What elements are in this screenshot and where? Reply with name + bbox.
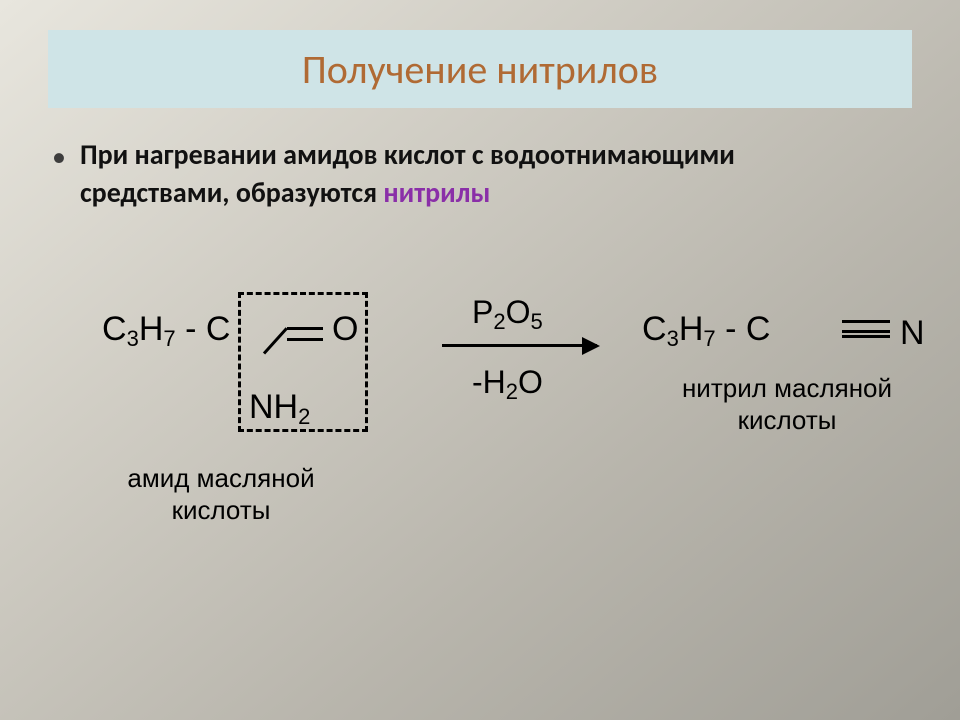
bullet-text: При нагревании амидов кислот с водоотним… xyxy=(80,136,752,212)
reactant-backbone: C3H7 - C xyxy=(102,312,230,350)
product-backbone: C3H7 - C xyxy=(642,312,770,350)
title-bar: Получение нитрилов xyxy=(48,30,912,108)
bullet-text-highlight: нитрилы xyxy=(383,175,490,210)
reactant-caption: амид маслянойкислоты xyxy=(106,462,336,526)
bullet-marker: • xyxy=(52,138,66,176)
bullet-line: • При нагревании амидов кислот с водоотн… xyxy=(52,136,752,212)
reaction-arrow xyxy=(442,344,597,347)
triple-bond xyxy=(842,320,890,338)
reaction-scheme: C3H7 - C O NH2 амид маслянойкислоты P2O5… xyxy=(72,272,888,572)
slide-title: Получение нитрилов xyxy=(302,45,658,94)
product-caption: нитрил маслянойкислоты xyxy=(652,372,922,436)
content-area: • При нагревании амидов кислот с водоотн… xyxy=(0,108,960,572)
condition-byproduct: -H2O xyxy=(472,366,543,403)
leaving-group-box xyxy=(238,292,368,432)
condition-reagent: P2O5 xyxy=(472,296,543,333)
product-nitrogen: N xyxy=(900,316,925,350)
